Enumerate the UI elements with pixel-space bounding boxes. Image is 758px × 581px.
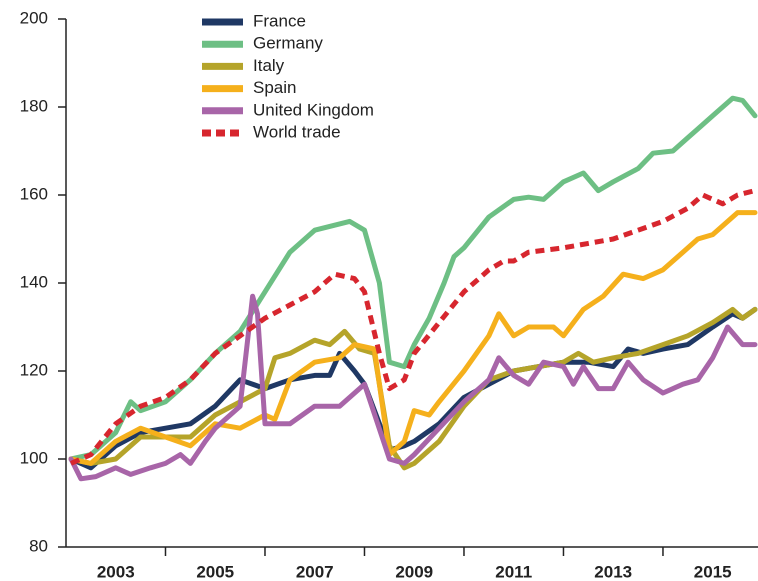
legend-label: Italy (253, 56, 285, 75)
series-line (68, 306, 758, 471)
x-tick-label: 2007 (296, 562, 334, 581)
x-tick-label: 2005 (196, 562, 234, 581)
series-line (69, 188, 756, 466)
legend-label: France (253, 11, 306, 30)
x-tick-label: 2003 (97, 562, 135, 581)
series-line (68, 293, 758, 482)
y-tick-label: 160 (20, 184, 48, 203)
series-line (68, 210, 758, 466)
legend-label: World trade (253, 122, 341, 141)
legend-label: Germany (253, 34, 323, 53)
legend-label: Spain (253, 78, 296, 97)
y-tick-label: 180 (20, 96, 48, 115)
x-tick-label: 2013 (594, 562, 632, 581)
series-line (68, 306, 758, 471)
y-tick-label: 120 (20, 360, 48, 379)
legend-label: United Kingdom (253, 100, 374, 119)
x-tick-label: 2015 (694, 562, 732, 581)
x-tick-label: 2011 (495, 562, 532, 581)
y-tick-label: 200 (20, 8, 48, 27)
y-tick-label: 80 (29, 536, 48, 555)
x-tick-label: 2009 (395, 562, 433, 581)
y-tick-label: 100 (20, 448, 48, 467)
series-line (68, 95, 758, 462)
y-tick-label: 140 (20, 272, 48, 291)
